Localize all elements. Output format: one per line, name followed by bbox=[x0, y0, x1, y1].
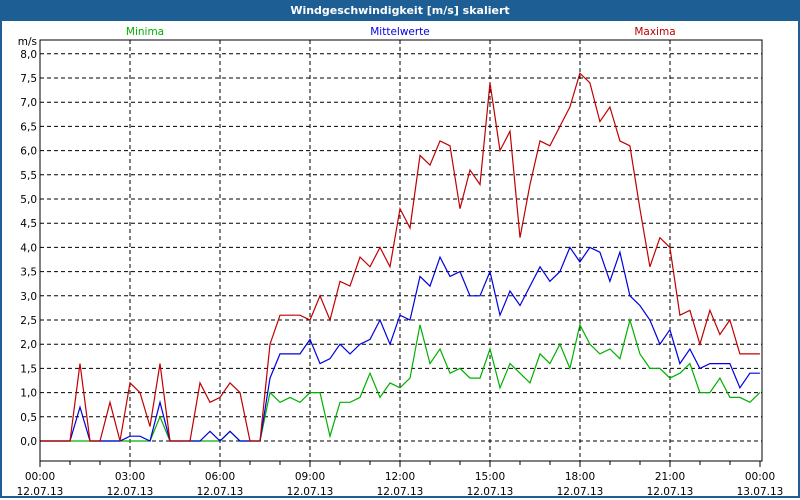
x-tick-date: 12.07.13 bbox=[647, 486, 694, 498]
y-tick-label: 5,0 bbox=[20, 194, 37, 206]
y-tick-label: 7,5 bbox=[20, 73, 37, 85]
x-tick-date: 13.07.13 bbox=[737, 486, 784, 498]
x-tick-date: 12.07.13 bbox=[17, 486, 64, 498]
x-tick-time: 09:00 bbox=[295, 471, 325, 483]
series-line-mittelwerte bbox=[40, 246, 760, 442]
x-tick-time: 18:00 bbox=[565, 471, 595, 483]
series-line-maxima bbox=[40, 72, 760, 442]
x-tick-time: 00:00 bbox=[25, 471, 55, 483]
x-tick-time: 06:00 bbox=[205, 471, 235, 483]
x-tick-date: 12.07.13 bbox=[557, 486, 604, 498]
y-tick-label: 3,5 bbox=[20, 267, 37, 279]
y-tick-label: 3,0 bbox=[20, 291, 37, 303]
y-tick-label: 4,5 bbox=[20, 218, 37, 230]
x-tick-time: 21:00 bbox=[655, 471, 685, 483]
x-tick-time: 03:00 bbox=[115, 471, 145, 483]
legend-maxima: Maxima bbox=[634, 26, 675, 38]
x-tick-time: 00:00 bbox=[745, 471, 775, 483]
y-tick-label: 1,0 bbox=[20, 388, 37, 400]
x-tick-date: 12.07.13 bbox=[197, 486, 244, 498]
series-line-minima bbox=[40, 317, 761, 442]
y-axis-unit: m/s bbox=[18, 36, 37, 48]
y-tick-label: 7,0 bbox=[20, 97, 37, 109]
x-tick-time: 12:00 bbox=[385, 471, 415, 483]
x-tick-date: 12.07.13 bbox=[377, 486, 424, 498]
y-tick-label: 6,0 bbox=[20, 146, 37, 158]
y-tick-label: 2,5 bbox=[20, 315, 37, 327]
x-tick-date: 12.07.13 bbox=[467, 486, 514, 498]
y-tick-label: 0,0 bbox=[20, 436, 37, 448]
y-tick-label: 1,5 bbox=[20, 363, 37, 375]
x-tick-time: 15:00 bbox=[475, 471, 505, 483]
y-tick-label: 2,0 bbox=[20, 339, 37, 351]
legend-minima: Minima bbox=[126, 26, 164, 38]
y-tick-label: 6,5 bbox=[20, 121, 37, 133]
x-tick-date: 12.07.13 bbox=[287, 486, 334, 498]
legend-mittelwerte: Mittelwerte bbox=[370, 26, 430, 38]
window-title: Windgeschwindigkeit [m/s] skaliert bbox=[0, 0, 800, 21]
y-tick-label: 5,5 bbox=[20, 170, 37, 182]
x-tick-date: 12.07.13 bbox=[107, 486, 154, 498]
y-tick-label: 4,0 bbox=[20, 242, 37, 254]
plot-frame bbox=[39, 39, 763, 462]
y-tick-label: 8,0 bbox=[20, 49, 37, 61]
y-tick-label: 0,5 bbox=[20, 412, 37, 424]
